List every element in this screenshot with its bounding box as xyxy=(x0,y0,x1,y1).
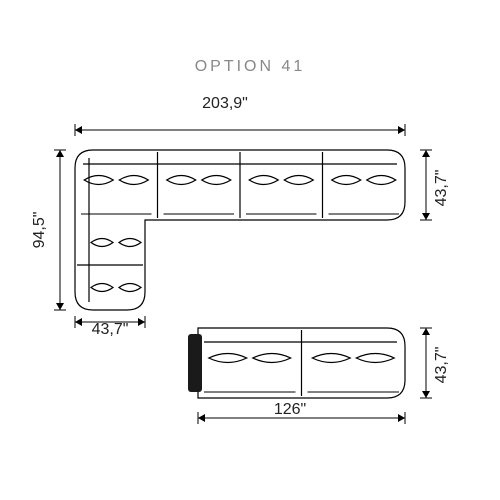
dim-left-height: 94,5" xyxy=(31,212,49,249)
dim-bottom-width: 126" xyxy=(274,401,306,419)
dim-bottom-left: 43,7" xyxy=(92,321,129,339)
furniture-diagram xyxy=(0,0,500,500)
dim-right-top: 43,7" xyxy=(433,170,451,207)
dim-top-width: 203,9" xyxy=(202,95,248,113)
diagram-canvas: OPTION 41 203,9" 94,5" 43,7" 43,7" 126" … xyxy=(0,0,500,500)
dim-right-bottom: 43,7" xyxy=(433,347,451,384)
